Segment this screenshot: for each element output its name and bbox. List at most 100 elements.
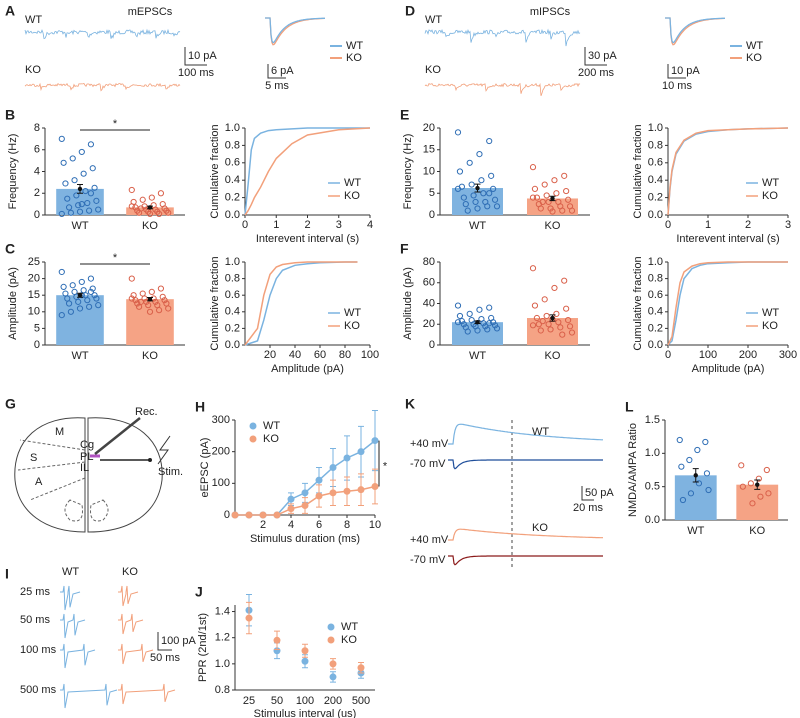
bar bbox=[452, 188, 503, 215]
data-point bbox=[488, 172, 495, 179]
y-tick-label: 8 bbox=[34, 122, 40, 134]
y-axis-label: Frequency (Hz) bbox=[7, 134, 19, 210]
panel-letter: F bbox=[400, 241, 409, 257]
data-point bbox=[686, 456, 693, 464]
y-tick-label: 20 bbox=[423, 318, 435, 330]
y-tick-label: 0.2 bbox=[225, 322, 240, 334]
data-point bbox=[490, 319, 497, 326]
y-tick-label: 2 bbox=[34, 187, 40, 199]
scale-label: 5 ms bbox=[265, 80, 289, 92]
y-tick-label: 0.0 bbox=[648, 209, 663, 221]
group-label: KO bbox=[532, 522, 548, 534]
data-point bbox=[486, 320, 493, 327]
x-tick-label: 0 bbox=[665, 219, 671, 231]
y-tick-label: 0.2 bbox=[648, 192, 663, 204]
x-tick-label: WT bbox=[469, 220, 486, 232]
legend-label: WT bbox=[344, 307, 361, 319]
data-point bbox=[287, 495, 295, 503]
data-point bbox=[545, 321, 552, 328]
data-point bbox=[273, 636, 281, 644]
data-point bbox=[486, 137, 493, 145]
y-tick-label: 0.8 bbox=[648, 273, 663, 285]
data-point bbox=[454, 129, 462, 136]
scale-label: 100 pA bbox=[161, 635, 197, 647]
data-point bbox=[533, 194, 541, 201]
y-tick-label: 0 bbox=[429, 339, 435, 351]
panel-letter: I bbox=[5, 566, 9, 582]
group-label: WT bbox=[62, 566, 79, 578]
series-line bbox=[244, 127, 371, 216]
data-point bbox=[86, 207, 93, 214]
data-point bbox=[65, 300, 73, 307]
y-tick-label: 0 bbox=[224, 509, 230, 521]
data-point bbox=[69, 282, 76, 289]
data-point bbox=[480, 320, 487, 327]
holding-label: +40 mV bbox=[410, 534, 449, 546]
data-point bbox=[687, 490, 695, 497]
legend-label: KO bbox=[341, 634, 357, 646]
scale-bar bbox=[667, 64, 686, 79]
data-point bbox=[137, 205, 144, 212]
data-point bbox=[484, 326, 491, 333]
data-point bbox=[565, 317, 572, 324]
y-tick-label: 0.2 bbox=[225, 192, 240, 204]
x-tick-label: 3 bbox=[336, 219, 342, 231]
legend-label: WT bbox=[344, 177, 361, 189]
data-point bbox=[480, 190, 487, 197]
legend-label: WT bbox=[746, 40, 763, 52]
data-point bbox=[539, 318, 546, 325]
data-point bbox=[141, 295, 148, 302]
data-point bbox=[343, 487, 351, 495]
y-tick-label: 0.4 bbox=[648, 174, 663, 186]
x-tick-label: 0 bbox=[242, 219, 248, 231]
data-point bbox=[245, 614, 253, 622]
data-point bbox=[549, 208, 556, 215]
panel-letter: A bbox=[5, 3, 15, 19]
data-point bbox=[561, 277, 568, 284]
scale-label: 10 ms bbox=[662, 80, 692, 92]
scale-label: 30 pA bbox=[588, 50, 617, 62]
x-tick-label: 3 bbox=[785, 219, 791, 231]
data-point bbox=[476, 151, 483, 158]
y-axis-label: Amplitude (pA) bbox=[402, 267, 414, 340]
data-point bbox=[91, 292, 98, 299]
data-point bbox=[80, 170, 87, 177]
data-point bbox=[128, 186, 135, 194]
slice-outline bbox=[14, 417, 163, 533]
data-point bbox=[529, 322, 537, 329]
data-point bbox=[529, 194, 537, 201]
data-point bbox=[563, 187, 570, 195]
data-point bbox=[474, 205, 481, 212]
legend-label: WT bbox=[263, 420, 280, 432]
data-point bbox=[458, 318, 465, 325]
data-point bbox=[462, 201, 469, 208]
legend-marker bbox=[327, 636, 335, 644]
data-point bbox=[466, 159, 473, 166]
data-point bbox=[301, 647, 309, 655]
holding-trace bbox=[448, 459, 603, 470]
region-label: S bbox=[30, 452, 37, 464]
y-tick-label: 0.0 bbox=[645, 514, 660, 526]
trace bbox=[424, 82, 581, 96]
data-point bbox=[371, 437, 379, 445]
pp-trace bbox=[60, 585, 81, 611]
y-axis-label: Cumulative fraction bbox=[632, 256, 644, 350]
data-point bbox=[553, 190, 560, 197]
data-point bbox=[76, 208, 84, 215]
data-point bbox=[466, 310, 473, 317]
x-tick-label: 500 bbox=[352, 695, 370, 707]
data-point bbox=[460, 194, 467, 201]
data-point bbox=[157, 190, 165, 197]
data-point bbox=[75, 298, 82, 305]
panel-letter: G bbox=[5, 396, 16, 412]
y-tick-label: 0.4 bbox=[648, 306, 663, 318]
data-point bbox=[60, 159, 67, 166]
data-point bbox=[259, 511, 267, 519]
data-point bbox=[89, 165, 96, 172]
x-tick-label: KO bbox=[142, 350, 158, 362]
x-tick-label: 2 bbox=[304, 219, 310, 231]
region-label: M bbox=[55, 426, 64, 438]
data-point bbox=[460, 321, 467, 328]
group-label: WT bbox=[532, 426, 549, 438]
legend-label: WT bbox=[346, 40, 363, 52]
